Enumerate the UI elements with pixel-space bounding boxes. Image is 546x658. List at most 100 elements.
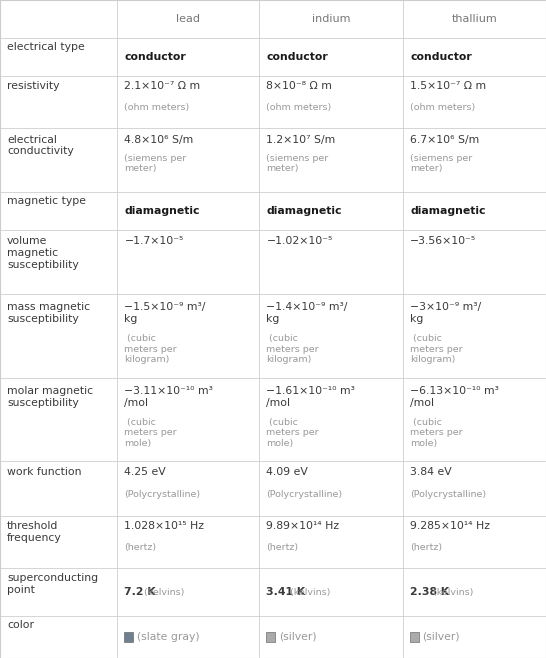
Bar (403, 294, 546, 378)
Text: work function: work function (7, 467, 81, 477)
Text: (silver): (silver) (279, 632, 317, 642)
Text: −3.11×10⁻¹⁰ m³
/mol: −3.11×10⁻¹⁰ m³ /mol (124, 386, 213, 408)
Text: (ohm meters): (ohm meters) (266, 103, 332, 112)
Bar (0, 128, 117, 192)
Text: (siemens per
meter): (siemens per meter) (410, 154, 472, 173)
Text: magnetic type: magnetic type (7, 196, 86, 206)
Text: (cubic
meters per
kilogram): (cubic meters per kilogram) (124, 334, 177, 364)
Text: color: color (7, 620, 34, 630)
Bar (266, 632, 275, 642)
Text: 1.2×10⁷ S/m: 1.2×10⁷ S/m (266, 134, 336, 145)
Text: electrical type: electrical type (7, 41, 85, 51)
Bar (403, 230, 546, 294)
Bar (117, 516, 259, 569)
Text: superconducting
point: superconducting point (7, 573, 98, 595)
Text: indium: indium (312, 14, 351, 24)
Bar (117, 230, 259, 294)
Text: (hertz): (hertz) (266, 544, 299, 552)
Text: (ohm meters): (ohm meters) (124, 103, 190, 112)
Bar (117, 378, 259, 461)
Bar (259, 616, 403, 658)
Text: mass magnetic
susceptibility: mass magnetic susceptibility (7, 303, 90, 324)
Text: volume
magnetic
susceptibility: volume magnetic susceptibility (7, 236, 79, 270)
Bar (0, 294, 117, 378)
Text: (hertz): (hertz) (410, 544, 442, 552)
Text: (cubic
meters per
mole): (cubic meters per mole) (410, 418, 462, 448)
Text: (Polycrystalline): (Polycrystalline) (124, 490, 200, 499)
Text: 8×10⁻⁸ Ω m: 8×10⁻⁸ Ω m (266, 81, 333, 91)
Bar (403, 0, 546, 38)
Text: −3.56×10⁻⁵: −3.56×10⁻⁵ (410, 236, 476, 246)
Bar (403, 38, 546, 76)
Text: (silver): (silver) (423, 632, 460, 642)
Text: threshold
frequency: threshold frequency (7, 521, 62, 543)
Bar (259, 128, 403, 192)
Text: −1.4×10⁻⁹ m³/
kg: −1.4×10⁻⁹ m³/ kg (266, 303, 348, 324)
Bar (259, 461, 403, 516)
Text: diamagnetic: diamagnetic (266, 206, 342, 216)
Text: conductor: conductor (410, 52, 472, 62)
Bar (0, 230, 117, 294)
Text: conductor: conductor (124, 52, 186, 62)
Text: (cubic
meters per
kilogram): (cubic meters per kilogram) (410, 334, 462, 364)
Bar (259, 378, 403, 461)
Text: (ohm meters): (ohm meters) (410, 103, 476, 112)
Text: (cubic
meters per
kilogram): (cubic meters per kilogram) (266, 334, 319, 364)
Text: (Polycrystalline): (Polycrystalline) (266, 490, 342, 499)
Bar (0, 0, 117, 38)
Bar (403, 616, 546, 658)
Bar (124, 632, 133, 642)
Text: thallium: thallium (452, 14, 497, 24)
Text: (kelvins): (kelvins) (141, 588, 185, 597)
Text: 2.38 K: 2.38 K (410, 587, 449, 597)
Text: (hertz): (hertz) (124, 544, 157, 552)
Bar (410, 632, 419, 642)
Text: −1.02×10⁻⁵: −1.02×10⁻⁵ (266, 236, 333, 246)
Text: (cubic
meters per
mole): (cubic meters per mole) (266, 418, 319, 448)
Text: −6.13×10⁻¹⁰ m³
/mol: −6.13×10⁻¹⁰ m³ /mol (410, 386, 499, 408)
Bar (117, 128, 259, 192)
Bar (259, 569, 403, 616)
Bar (403, 461, 546, 516)
Bar (0, 76, 117, 128)
Bar (0, 569, 117, 616)
Bar (259, 0, 403, 38)
Bar (0, 378, 117, 461)
Text: (slate gray): (slate gray) (137, 632, 200, 642)
Bar (0, 192, 117, 230)
Bar (259, 230, 403, 294)
Bar (403, 128, 546, 192)
Bar (117, 616, 259, 658)
Bar (259, 192, 403, 230)
Text: (siemens per
meter): (siemens per meter) (124, 154, 187, 173)
Bar (117, 461, 259, 516)
Text: 2.1×10⁻⁷ Ω m: 2.1×10⁻⁷ Ω m (124, 81, 200, 91)
Text: diamagnetic: diamagnetic (410, 206, 485, 216)
Text: 4.09 eV: 4.09 eV (266, 467, 308, 477)
Bar (0, 461, 117, 516)
Bar (117, 294, 259, 378)
Bar (117, 192, 259, 230)
Text: 1.5×10⁻⁷ Ω m: 1.5×10⁻⁷ Ω m (410, 81, 486, 91)
Bar (0, 38, 117, 76)
Bar (403, 516, 546, 569)
Bar (117, 38, 259, 76)
Text: lead: lead (176, 14, 200, 24)
Bar (403, 569, 546, 616)
Text: 4.8×10⁶ S/m: 4.8×10⁶ S/m (124, 134, 194, 145)
Bar (259, 76, 403, 128)
Text: 4.25 eV: 4.25 eV (124, 467, 166, 477)
Text: (cubic
meters per
mole): (cubic meters per mole) (124, 418, 177, 448)
Text: −1.5×10⁻⁹ m³/
kg: −1.5×10⁻⁹ m³/ kg (124, 303, 206, 324)
Text: conductor: conductor (266, 52, 328, 62)
Bar (259, 516, 403, 569)
Text: diamagnetic: diamagnetic (124, 206, 200, 216)
Text: −3×10⁻⁹ m³/
kg: −3×10⁻⁹ m³/ kg (410, 303, 481, 324)
Text: 9.89×10¹⁴ Hz: 9.89×10¹⁴ Hz (266, 521, 340, 531)
Text: 6.7×10⁶ S/m: 6.7×10⁶ S/m (410, 134, 479, 145)
Text: molar magnetic
susceptibility: molar magnetic susceptibility (7, 386, 93, 408)
Bar (0, 516, 117, 569)
Text: 1.028×10¹⁵ Hz: 1.028×10¹⁵ Hz (124, 521, 205, 531)
Text: 3.84 eV: 3.84 eV (410, 467, 452, 477)
Text: (siemens per
meter): (siemens per meter) (266, 154, 329, 173)
